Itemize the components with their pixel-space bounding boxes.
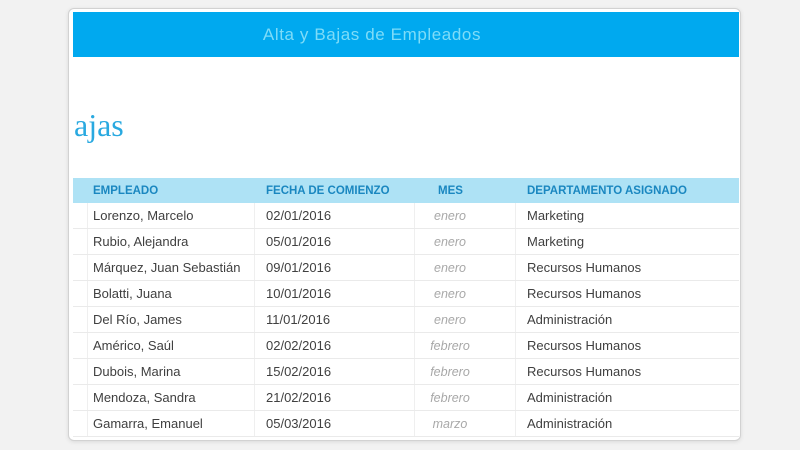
cell-empleado: Mendoza, Sandra [88, 385, 255, 410]
cell-empleado: Gamarra, Emanuel [88, 411, 255, 436]
month-value: enero [434, 312, 466, 327]
table-row: Gamarra, Emanuel 05/03/2016 marzo Admini… [73, 411, 739, 437]
cell-mes: enero [415, 281, 516, 306]
cell-fecha-de-comienzo: 11/01/2016 [255, 307, 415, 332]
cell-departamento: Marketing [527, 234, 585, 249]
cell-mes: enero [415, 255, 516, 280]
cell-empleado: Márquez, Juan Sebastián [88, 255, 255, 280]
table-header-row: EMPLEADO FECHA DE COMIENZO MES DEPARTAME… [73, 178, 739, 203]
table-row: Américo, Saúl 02/02/2016 febrero Recurso… [73, 333, 739, 359]
month-value: enero [434, 208, 466, 223]
row-gutter-cell [73, 359, 88, 384]
cell-departamento: Recursos Humanos [527, 364, 642, 379]
table-row: Dubois, Marina 15/02/2016 febrero Recurs… [73, 359, 739, 385]
row-gutter-cell [73, 385, 88, 410]
cell-fecha-de-comienzo: 05/01/2016 [255, 229, 415, 254]
row-gutter-cell [73, 411, 88, 436]
cell-fecha-de-comienzo: 10/01/2016 [255, 281, 415, 306]
row-gutter-cell [73, 307, 88, 332]
month-value: enero [434, 234, 466, 249]
column-header-fecha-de-comienzo: FECHA DE COMIENZO [266, 184, 390, 197]
table-row: Lorenzo, Marcelo 02/01/2016 enero Market… [73, 203, 739, 229]
month-value: enero [434, 286, 466, 301]
cell-departamento: Recursos Humanos [527, 260, 642, 275]
table-row: Márquez, Juan Sebastián 09/01/2016 enero… [73, 255, 739, 281]
table-row: Mendoza, Sandra 21/02/2016 febrero Admin… [73, 385, 739, 411]
table-row: Bolatti, Juana 10/01/2016 enero Recursos… [73, 281, 739, 307]
clipped-section-heading: ajas [74, 107, 124, 143]
cell-departamento: Recursos Humanos [527, 286, 642, 301]
cell-empleado: Américo, Saúl [88, 333, 255, 358]
row-gutter-cell [73, 255, 88, 280]
table-row: Del Río, James 11/01/2016 enero Administ… [73, 307, 739, 333]
table-body: Lorenzo, Marcelo 02/01/2016 enero Market… [73, 203, 739, 437]
row-gutter-cell [73, 281, 88, 306]
cell-fecha-de-comienzo: 15/02/2016 [255, 359, 415, 384]
header-gutter-cell [73, 178, 88, 203]
cell-empleado: Rubio, Alejandra [88, 229, 255, 254]
cell-departamento: Administración [527, 416, 613, 431]
cell-empleado: Bolatti, Juana [88, 281, 255, 306]
cell-mes: febrero [415, 385, 516, 410]
row-gutter-cell [73, 229, 88, 254]
cell-fecha-de-comienzo: 05/03/2016 [255, 411, 415, 436]
column-header-departamento-asignado: DEPARTAMENTO ASIGNADO [527, 184, 687, 197]
cell-mes: enero [415, 307, 516, 332]
row-gutter-cell [73, 333, 88, 358]
month-value: febrero [430, 364, 470, 379]
cell-departamento: Marketing [527, 208, 585, 223]
title-banner: Alta y Bajas de Empleados [73, 12, 739, 57]
cell-empleado: Del Río, James [88, 307, 255, 332]
table-row: Rubio, Alejandra 05/01/2016 enero Market… [73, 229, 739, 255]
cell-departamento: Administración [527, 312, 613, 327]
cell-fecha-de-comienzo: 02/02/2016 [255, 333, 415, 358]
cell-departamento: Administración [527, 390, 613, 405]
cell-mes: febrero [415, 359, 516, 384]
cell-mes: enero [415, 229, 516, 254]
cell-empleado: Lorenzo, Marcelo [88, 203, 255, 228]
cell-mes: enero [415, 203, 516, 228]
cell-fecha-de-comienzo: 21/02/2016 [255, 385, 415, 410]
column-header-mes: MES [438, 184, 463, 197]
cell-empleado: Dubois, Marina [88, 359, 255, 384]
cell-departamento: Recursos Humanos [527, 338, 642, 353]
cell-fecha-de-comienzo: 09/01/2016 [255, 255, 415, 280]
spreadsheet-card: Alta y Bajas de Empleados ajas EMPLEADO … [68, 8, 741, 441]
month-value: febrero [430, 338, 470, 353]
month-value: febrero [430, 390, 470, 405]
row-gutter-cell [73, 203, 88, 228]
employee-table: EMPLEADO FECHA DE COMIENZO MES DEPARTAME… [73, 178, 739, 437]
page-title: Alta y Bajas de Empleados [262, 24, 482, 44]
cell-mes: febrero [415, 333, 516, 358]
cell-fecha-de-comienzo: 02/01/2016 [255, 203, 415, 228]
column-header-empleado: EMPLEADO [93, 184, 159, 197]
cell-mes: marzo [415, 411, 516, 436]
month-value: marzo [432, 416, 468, 431]
month-value: enero [434, 260, 466, 275]
